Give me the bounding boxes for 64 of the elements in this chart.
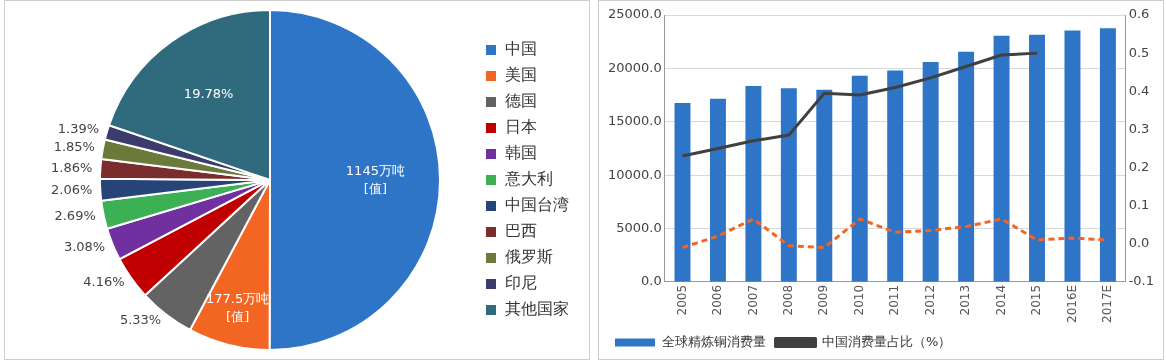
- data-label: 1.39%: [57, 121, 100, 137]
- x-tick-label: 2008: [780, 284, 795, 316]
- x-tick-label: 2017E: [1100, 284, 1115, 323]
- data-label: 2.06%: [50, 181, 93, 197]
- data-label: 5.33%: [119, 312, 162, 328]
- x-tick-label: 2010: [851, 284, 866, 316]
- y2-tick-label: 0.1: [1128, 197, 1150, 212]
- data-label: 4.16%: [83, 274, 125, 290]
- y2-tick-label: 0.0: [1128, 235, 1150, 251]
- legend-label: 其他国家: [505, 299, 569, 319]
- bar: [993, 35, 1010, 282]
- text: 1145万吨 [值]: [345, 162, 405, 196]
- legend-label: 中国: [505, 39, 537, 59]
- legend-label: 意大利: [504, 169, 553, 189]
- data-label: 19.78%: [183, 85, 234, 101]
- bar: [816, 89, 833, 282]
- data-label: 1.85%: [53, 139, 95, 155]
- y-tick-label: 0.0: [641, 273, 662, 289]
- y2-tick-label: 0.5: [1128, 44, 1150, 60]
- x-tick-label: 2016E: [1064, 284, 1079, 323]
- x-tick-label: 2015: [1029, 284, 1044, 316]
- y-tick-label: 5000.0: [616, 219, 662, 235]
- bar: [1029, 34, 1045, 282]
- bar: [1064, 30, 1081, 282]
- legend-label: 中国消费量占比（%）: [822, 333, 952, 349]
- bar: [745, 85, 762, 282]
- x-tick-label: 2012: [922, 284, 937, 316]
- x-tick-label: 2005: [674, 284, 689, 316]
- y-tick-label: 10000.0: [607, 166, 662, 182]
- x-tick-label: 2014: [993, 284, 1008, 316]
- legend-label: 韩国: [505, 143, 537, 163]
- legend-label: 全球精炼铜消费量: [661, 333, 766, 349]
- x-tick-label: 2009: [816, 284, 831, 316]
- x-tick-label: 2007: [745, 284, 760, 316]
- bar: [922, 61, 939, 282]
- y2-tick-label: 0.6: [1128, 6, 1150, 22]
- text: 177.5万吨 [值]: [206, 290, 270, 324]
- bar: [674, 103, 691, 282]
- legend-label: 巴西: [505, 221, 537, 241]
- legend-label: 美国: [505, 65, 537, 85]
- legend-label: 印尼: [505, 273, 537, 293]
- x-tick-label: 2011: [887, 284, 902, 316]
- data-label: 1.86%: [51, 159, 93, 175]
- y2-tick-label: 0.2: [1128, 158, 1150, 174]
- data-label: 2.69%: [54, 207, 96, 223]
- bar: [958, 51, 975, 282]
- bar: [887, 70, 904, 282]
- legend-label: 德国: [505, 91, 537, 111]
- data-label: 3.08%: [63, 238, 106, 254]
- y2-tick-label: -0.1: [1128, 273, 1155, 289]
- x-tick-label: 2006: [710, 284, 725, 316]
- x-tick-label: 2013: [958, 284, 973, 316]
- y2-tick-label: 0.4: [1128, 82, 1150, 98]
- bar: [851, 75, 868, 282]
- bar: [1099, 28, 1116, 282]
- y-tick-label: 20000.0: [607, 59, 662, 75]
- y2-tick-label: 0.3: [1128, 120, 1150, 136]
- bar: [780, 88, 797, 282]
- legend-label: 日本: [505, 117, 537, 137]
- y-tick-label: 15000.0: [607, 113, 662, 129]
- y-tick-label: 25000.0: [607, 6, 662, 22]
- bar: [709, 98, 726, 282]
- legend-label: 俄罗斯: [505, 247, 553, 267]
- legend-label: 中国台湾: [505, 195, 569, 215]
